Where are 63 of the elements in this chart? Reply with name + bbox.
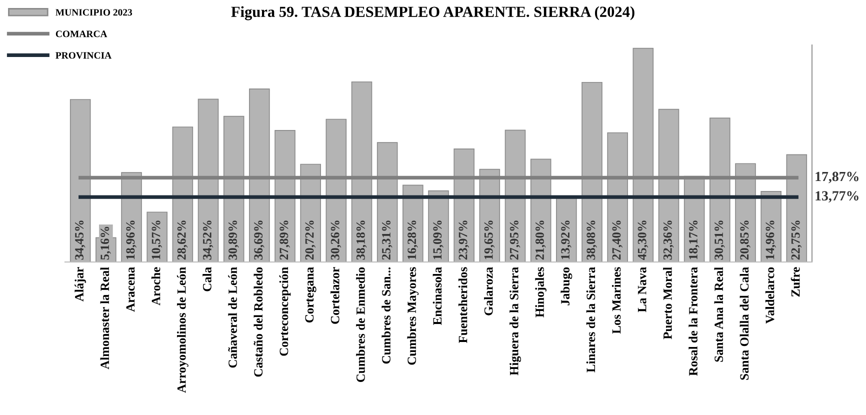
x-tick-label: Corteconcepción — [279, 267, 291, 356]
data-label: 38,08% — [586, 220, 597, 260]
x-tick-label: Aracena — [126, 267, 135, 312]
data-label: 28,62% — [177, 220, 188, 260]
data-label: 32,36% — [663, 220, 674, 260]
x-tick-label: Galaroza — [484, 267, 493, 316]
x-tick-label: Jabugo — [560, 267, 572, 306]
x-tick-label: Almonaster la Real — [100, 267, 110, 370]
data-label: 22,75% — [791, 220, 802, 260]
x-tick-label: Linares de la Sierra — [586, 267, 596, 372]
data-label: 27,89% — [280, 220, 290, 260]
data-label: 25,31% — [382, 220, 392, 260]
x-tick-label: Los Marines — [612, 267, 621, 334]
data-label: 36,69% — [254, 220, 264, 260]
x-tick-label: Valdelarco — [765, 267, 774, 324]
data-label: 13,92% — [561, 220, 572, 260]
legend-label: COMARCA — [56, 30, 108, 38]
data-label: 21,80% — [536, 220, 546, 260]
chart-title: Figura 59. TASA DESEMPLEO APARENTE. SIERRA (2024) — [231, 6, 634, 20]
x-tick-label: Alájar — [74, 267, 86, 302]
data-label: 10,57% — [152, 220, 162, 260]
data-label: 30,26% — [330, 220, 342, 260]
data-label: 30,89% — [228, 220, 239, 260]
legend-label: PROVINCIA — [56, 52, 112, 59]
x-tick-label: Cañaveral de León — [228, 267, 237, 368]
x-tick-label: Encinasola — [432, 267, 442, 325]
data-label: 23,97% — [458, 220, 470, 260]
data-label: 13,77% — [816, 191, 858, 203]
x-tick-label: Cortelazor — [330, 267, 340, 324]
data-label: 17,87% — [816, 172, 858, 184]
data-label: 27,40% — [612, 220, 623, 260]
x-tick-label: Santa Ana la Real — [714, 267, 724, 362]
x-tick-label: Cortegana — [305, 267, 316, 322]
x-tick-label: Arroyomolinos de León — [176, 267, 188, 393]
data-label: 20,72% — [305, 220, 316, 260]
x-tick-label: Aroche — [151, 267, 160, 306]
data-label: 38,18% — [356, 220, 367, 260]
data-label: 18,96% — [126, 220, 136, 260]
x-tick-label: Zufre — [790, 267, 800, 297]
x-tick-label: Cumbres de San... — [382, 267, 391, 364]
data-label: 18,17% — [689, 220, 700, 260]
data-label: 14,96% — [766, 220, 776, 260]
x-tick-label: Cumbres de Enmedio — [356, 267, 365, 382]
x-tick-label: Puerto Moral — [663, 267, 672, 340]
x-tick-label: Cala — [202, 267, 212, 292]
data-label: 30,51% — [714, 220, 725, 260]
data-label: 34,52% — [202, 220, 214, 260]
x-tick-label: Cumbres Mayores — [407, 267, 419, 365]
x-tick-label: Higuera de la Sierra — [510, 267, 521, 376]
data-label: 20,85% — [740, 220, 750, 260]
data-label: 15,09% — [433, 220, 444, 260]
x-tick-label: Hinojales — [535, 267, 546, 318]
x-tick-label: Rosal de la Frontera — [688, 267, 698, 376]
data-label: 45,30% — [638, 220, 648, 260]
data-label: 27,95% — [510, 220, 520, 260]
legend-label: MUNICIPIO 2023 — [56, 9, 132, 16]
x-tick-label: La Nava — [638, 267, 646, 312]
x-tick-label: Santa Olalla del Cala — [740, 267, 749, 380]
data-label: 19,65% — [484, 220, 495, 260]
data-label: 16,28% — [408, 220, 418, 260]
x-tick-label: Castaño del Robledo — [254, 267, 263, 377]
data-label: 34,45% — [75, 220, 86, 260]
x-tick-label: Fuenteheridos — [458, 267, 468, 344]
